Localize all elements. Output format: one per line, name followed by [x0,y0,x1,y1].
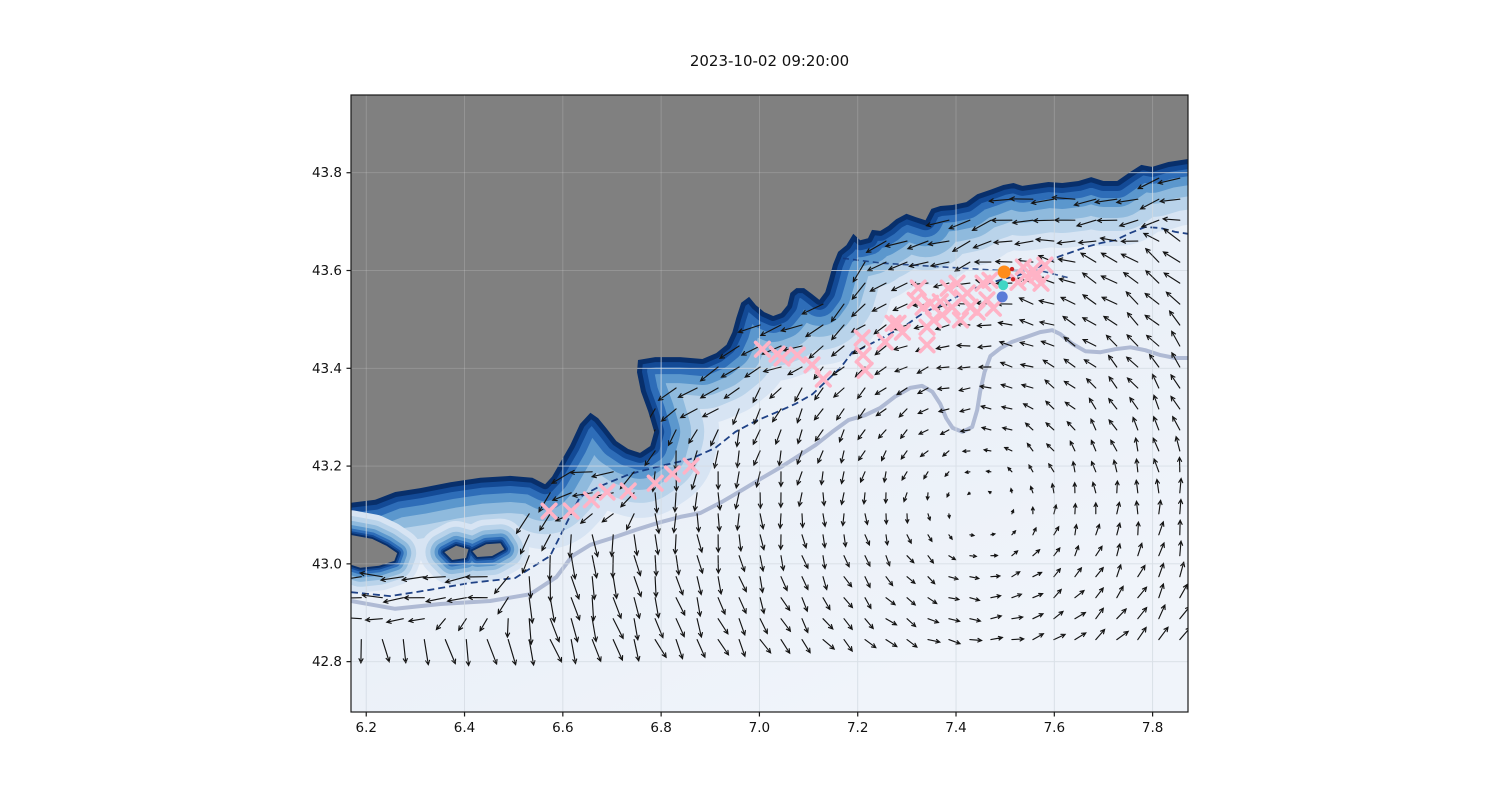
red-dot-2 [1010,277,1016,282]
drifter-x-marker [854,346,872,364]
isobath-contour-dashed [351,226,1188,598]
axes-frame [350,94,1189,713]
y-tick-label: 43.0 [312,556,342,572]
drifter-x-marker [814,370,832,388]
blue-dot [996,291,1008,303]
drifter-x-marker [598,483,616,501]
highlight-marker-layer [996,265,1016,303]
drifter-x-marker [1032,274,1050,292]
orange-dot [997,265,1011,279]
drifter-x-marker [984,299,1002,317]
x-tick-label: 7.6 [1044,720,1065,736]
drifter-x-marker [951,311,970,329]
drifter-x-marker [682,457,700,475]
x-tick-label: 7.2 [847,720,868,736]
cyan-dot [998,280,1009,291]
x-tick-label: 6.4 [454,720,475,736]
drifter-x-marker [619,482,637,500]
x-tick-label: 6.8 [650,720,671,736]
drifter-x-marker [876,333,894,351]
drifter-marker-layer [540,256,1054,520]
drifter-x-marker [893,323,912,341]
y-tick-label: 43.2 [312,459,342,475]
drifter-x-marker [663,465,682,483]
island-polygon [472,543,505,557]
drifter-x-marker [931,293,949,311]
drifter-x-marker [958,284,976,302]
drifter-x-marker [803,356,821,374]
x-tick-label: 6.6 [552,720,573,736]
drifter-x-marker [646,474,664,492]
drifter-x-marker [582,491,600,509]
y-tick-label: 43.6 [312,263,342,279]
axis-ticks: 6.2 6.4 6.6 6.8 7.0 7.2 7.4 7.6 7.8 42.8 43.0 43.2 4… [312,165,1163,736]
drifter-x-marker [909,279,927,297]
drifter-x-marker [773,349,791,367]
drifter-x-marker [853,329,871,347]
drifter-x-marker [1036,256,1054,274]
drifter-x-marker [924,311,943,329]
red-dot-1 [1009,266,1015,272]
x-tick-label: 7.8 [1142,720,1163,736]
drifter-x-marker [856,361,874,379]
drifter-x-marker [540,502,558,520]
gridlines-over-land [351,95,1188,712]
drifter-x-marker [562,502,580,520]
drifter-x-marker [788,346,806,364]
map-area [351,95,1188,712]
drifter-x-marker [981,271,999,289]
drifter-x-marker [939,279,957,297]
plot-title: 2023-10-02 09:20:00 [689,52,850,70]
y-tick-label: 43.4 [312,361,342,377]
drifter-x-marker [918,336,936,354]
drifter-x-marker [1019,269,1037,287]
y-tick-label: 43.8 [312,165,342,181]
island-polygon [444,545,469,560]
y-tick-label: 42.8 [312,654,342,670]
x-tick-label: 6.2 [355,720,376,736]
drifter-x-marker [889,314,907,332]
x-tick-label: 7.0 [749,720,770,736]
peninsula-polygon [351,535,398,568]
drifter-x-marker [753,340,771,358]
land-polygon [351,95,1188,503]
x-tick-label: 7.4 [945,720,966,736]
